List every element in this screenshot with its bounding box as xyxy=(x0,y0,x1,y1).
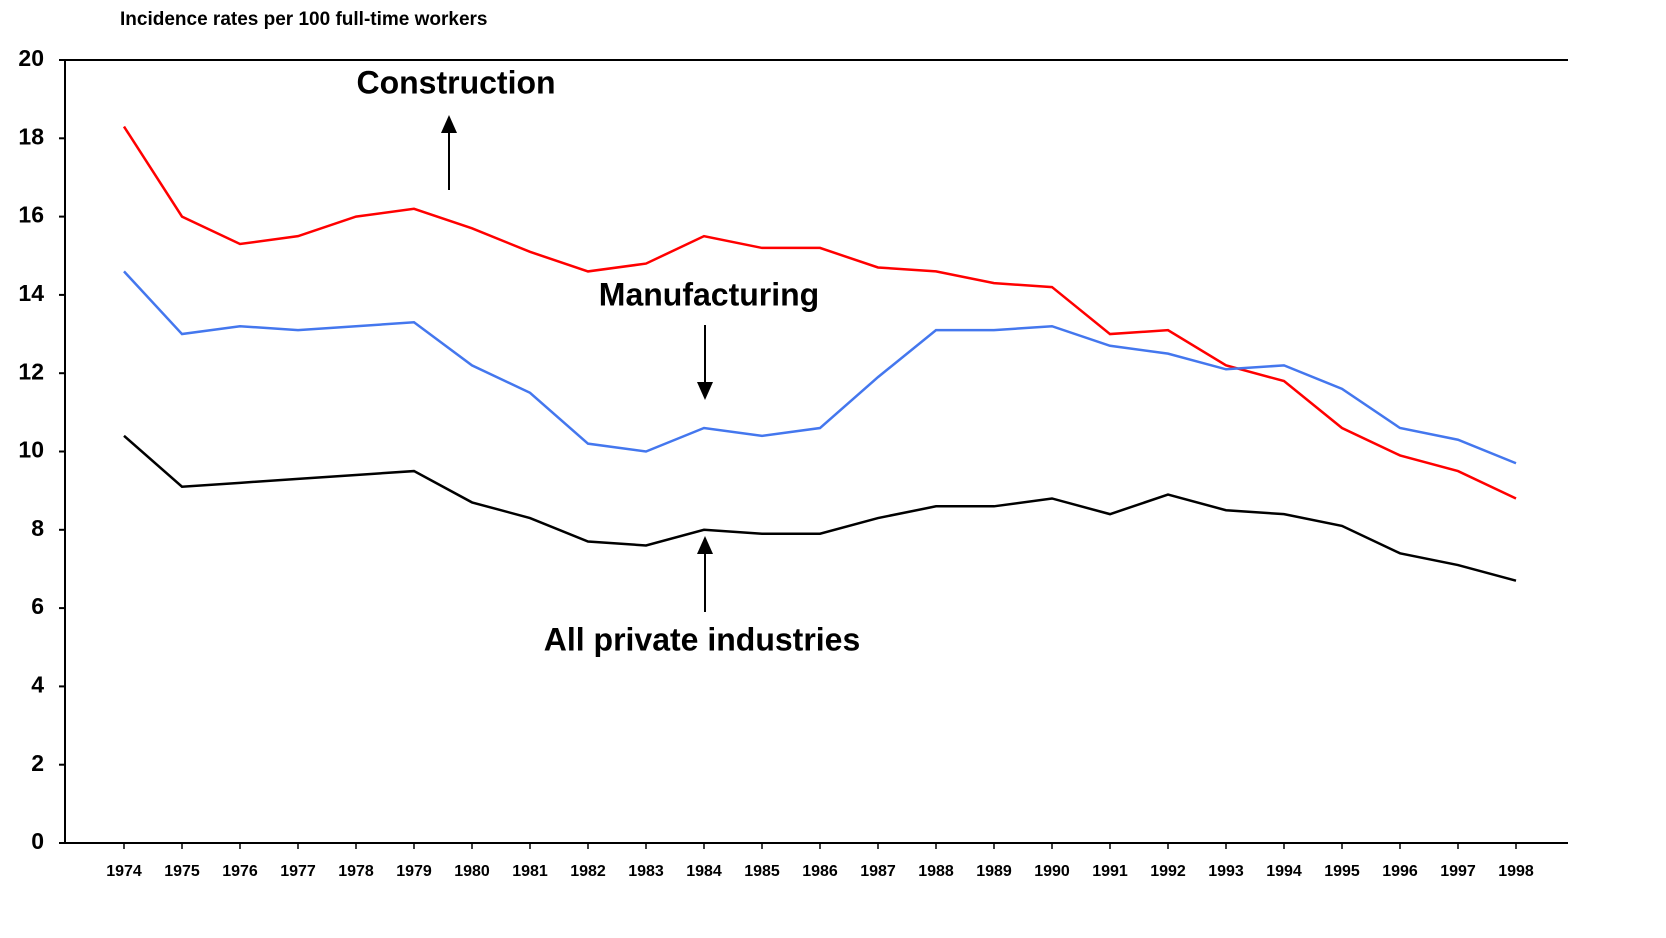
x-tick-label: 1984 xyxy=(686,863,722,880)
y-tick-label: 2 xyxy=(31,750,44,776)
x-tick-label: 1997 xyxy=(1440,863,1476,880)
x-tick-label: 1992 xyxy=(1150,863,1186,880)
x-tick-label: 1998 xyxy=(1498,863,1534,880)
x-tick-label: 1996 xyxy=(1382,863,1418,880)
x-tick-label: 1989 xyxy=(976,863,1012,880)
x-tick-label: 1993 xyxy=(1208,863,1244,880)
y-axis-label: Incidence rates per 100 full-time worker… xyxy=(120,9,488,30)
line xyxy=(122,125,1517,500)
x-tick-label: 1987 xyxy=(860,863,896,880)
x-tick-label: 1994 xyxy=(1266,863,1302,880)
series-label: Construction xyxy=(356,64,555,100)
x-tick-label: 1976 xyxy=(222,863,258,880)
line xyxy=(123,270,1517,465)
x-tick-label: 1974 xyxy=(106,863,142,880)
line xyxy=(123,434,1517,582)
y-tick-label: 12 xyxy=(18,358,44,384)
y-tick-label: 10 xyxy=(18,437,44,463)
x-tick-label: 1982 xyxy=(570,863,606,880)
x-tick-label: 1983 xyxy=(628,863,664,880)
x-tick-label: 1988 xyxy=(918,863,954,880)
x-tick-label: 1978 xyxy=(338,863,374,880)
y-tick-label: 14 xyxy=(18,280,44,306)
x-tick-label: 1990 xyxy=(1034,863,1070,880)
y-tick-label: 4 xyxy=(31,671,44,697)
x-tick-label: 1985 xyxy=(744,863,780,880)
x-tick-label: 1979 xyxy=(396,863,432,880)
x-tick-label: 1980 xyxy=(454,863,490,880)
x-tick-label: 1981 xyxy=(512,863,548,880)
y-tick-label: 20 xyxy=(18,45,44,71)
x-tick-label: 1977 xyxy=(280,863,316,880)
series-label: Manufacturing xyxy=(599,276,819,312)
y-tick-label: 6 xyxy=(31,593,44,619)
arrowhead xyxy=(441,115,457,133)
y-tick-label: 8 xyxy=(31,515,44,541)
arrowhead xyxy=(697,536,713,554)
y-tick-label: 16 xyxy=(18,202,44,228)
y-tick-label: 0 xyxy=(31,828,44,854)
y-tick-label: 18 xyxy=(18,123,44,149)
x-tick-label: 1975 xyxy=(164,863,200,880)
x-tick-label: 1986 xyxy=(802,863,838,880)
x-tick-label: 1995 xyxy=(1324,863,1360,880)
x-tick-label: 1991 xyxy=(1092,863,1128,880)
series-label: All private industries xyxy=(544,621,861,657)
arrowhead xyxy=(697,382,713,400)
